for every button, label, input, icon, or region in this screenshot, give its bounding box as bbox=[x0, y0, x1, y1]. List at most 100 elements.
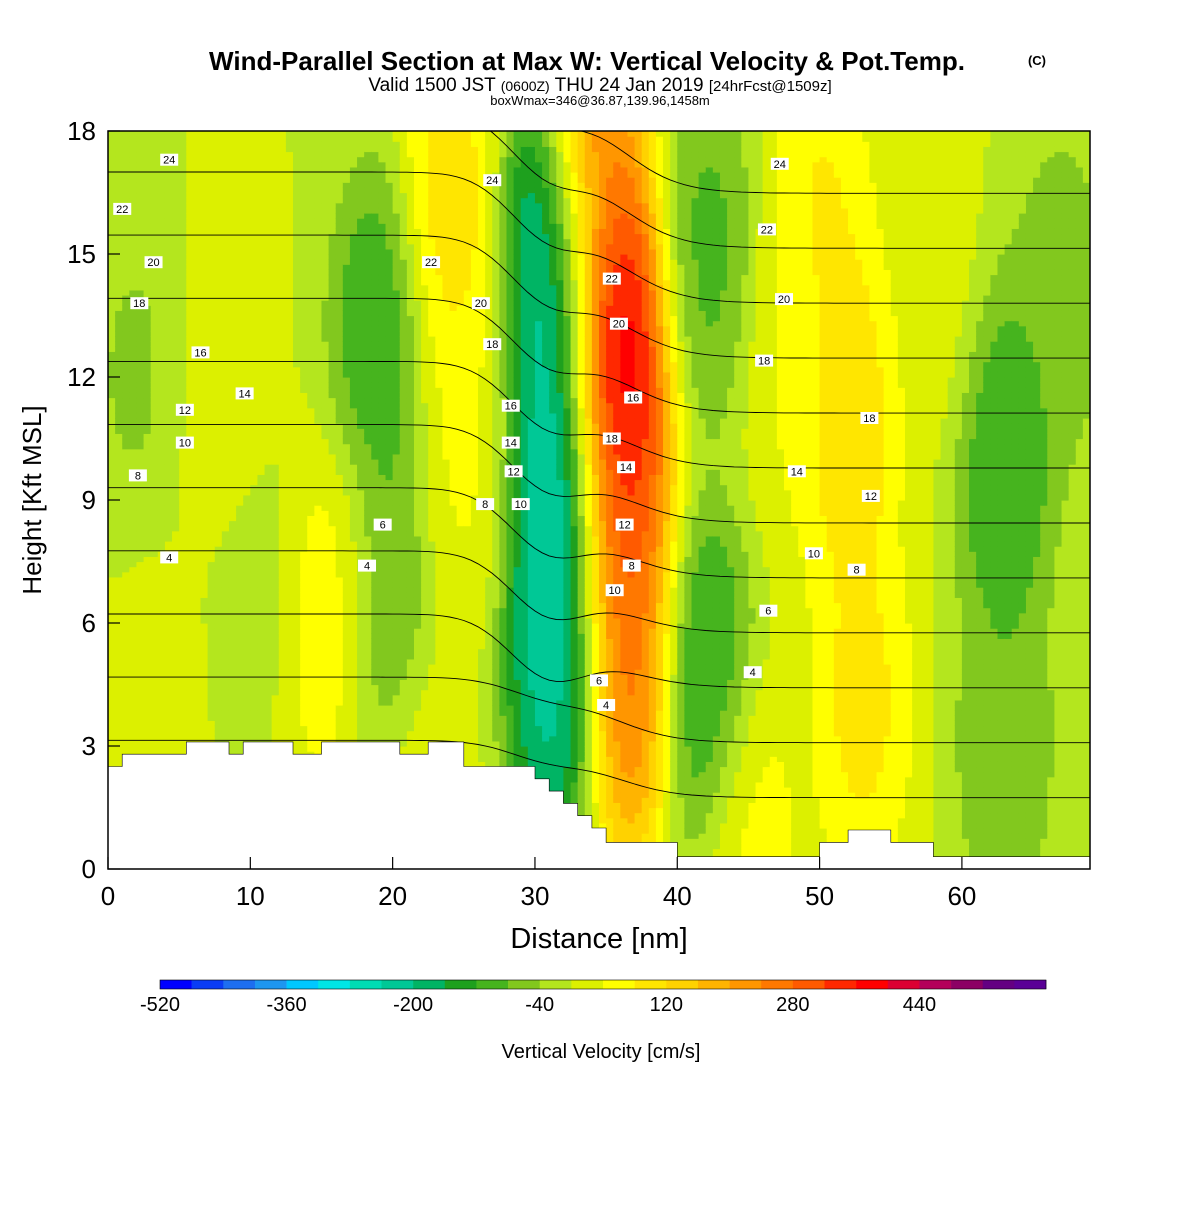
velocity-cell bbox=[208, 592, 216, 598]
velocity-cell bbox=[272, 679, 280, 685]
velocity-cell bbox=[122, 444, 130, 450]
velocity-cell bbox=[172, 316, 180, 322]
velocity-cell bbox=[215, 505, 223, 511]
velocity-cell bbox=[236, 444, 244, 450]
velocity-cell bbox=[193, 413, 201, 419]
velocity-cell bbox=[122, 587, 130, 593]
velocity-cell bbox=[243, 500, 251, 506]
velocity-cell bbox=[108, 346, 116, 352]
velocity-cell bbox=[193, 700, 201, 706]
velocity-cell bbox=[186, 633, 194, 639]
velocity-cell bbox=[144, 582, 152, 588]
velocity-cell bbox=[122, 659, 130, 665]
velocity-cell bbox=[129, 500, 137, 506]
velocity-cell bbox=[265, 213, 273, 219]
velocity-cell bbox=[265, 177, 273, 183]
velocity-cell bbox=[193, 638, 201, 644]
subtitle-forecast: [24hrFcst@1509z] bbox=[709, 78, 832, 95]
velocity-cell bbox=[193, 177, 201, 183]
velocity-cell bbox=[222, 510, 230, 516]
velocity-cell bbox=[122, 326, 130, 332]
velocity-cell bbox=[243, 720, 251, 726]
velocity-cell bbox=[179, 305, 187, 311]
velocity-cell bbox=[122, 346, 130, 352]
velocity-cell bbox=[222, 454, 230, 460]
velocity-cell bbox=[257, 720, 265, 726]
velocity-cell bbox=[208, 198, 216, 204]
velocity-cell bbox=[158, 654, 166, 660]
velocity-cell bbox=[229, 490, 237, 496]
velocity-cell bbox=[265, 382, 273, 388]
velocity-cell bbox=[172, 377, 180, 383]
velocity-cell bbox=[129, 679, 137, 685]
velocity-cell bbox=[179, 285, 187, 291]
velocity-cell bbox=[115, 428, 123, 434]
velocity-cell bbox=[108, 351, 116, 357]
velocity-cell bbox=[186, 521, 194, 527]
velocity-cell bbox=[144, 439, 152, 445]
velocity-cell bbox=[208, 685, 216, 691]
velocity-cell bbox=[108, 526, 116, 532]
velocity-cell bbox=[186, 428, 194, 434]
velocity-cell bbox=[136, 628, 144, 634]
velocity-cell bbox=[201, 695, 209, 701]
velocity-cell bbox=[208, 218, 216, 224]
velocity-cell bbox=[222, 408, 230, 414]
velocity-cell bbox=[151, 592, 159, 598]
velocity-cell bbox=[229, 193, 237, 199]
velocity-cell bbox=[286, 531, 294, 537]
subtitle-zulu: (0600Z) bbox=[501, 78, 550, 94]
velocity-cell bbox=[236, 146, 244, 152]
velocity-cell bbox=[272, 608, 280, 614]
velocity-cell bbox=[158, 331, 166, 337]
velocity-cell bbox=[201, 316, 209, 322]
velocity-cell bbox=[158, 136, 166, 142]
velocity-cell bbox=[293, 536, 301, 542]
velocity-cell bbox=[229, 654, 237, 660]
velocity-cell bbox=[136, 500, 144, 506]
velocity-cell bbox=[129, 367, 137, 373]
velocity-cell bbox=[229, 367, 237, 373]
velocity-cell bbox=[172, 572, 180, 578]
velocity-cell bbox=[115, 187, 123, 193]
velocity-cell bbox=[193, 726, 201, 732]
velocity-cell bbox=[243, 495, 251, 501]
velocity-cell bbox=[115, 726, 123, 732]
velocity-cell bbox=[172, 510, 180, 516]
velocity-cell bbox=[293, 567, 301, 573]
velocity-cell bbox=[279, 362, 287, 368]
velocity-cell bbox=[201, 551, 209, 557]
velocity-cell bbox=[136, 131, 144, 137]
velocity-cell bbox=[257, 131, 265, 137]
velocity-cell bbox=[250, 515, 258, 521]
velocity-cell bbox=[250, 556, 258, 562]
velocity-cell bbox=[186, 418, 194, 424]
velocity-cell bbox=[243, 228, 251, 234]
velocity-cell bbox=[129, 428, 137, 434]
velocity-cell bbox=[257, 136, 265, 142]
velocity-cell bbox=[201, 146, 209, 152]
velocity-cell bbox=[229, 300, 237, 306]
velocity-cell bbox=[201, 628, 209, 634]
velocity-cell bbox=[243, 177, 251, 183]
velocity-cell bbox=[108, 254, 116, 260]
velocity-cell bbox=[215, 464, 223, 470]
velocity-cell bbox=[122, 428, 130, 434]
velocity-cell bbox=[115, 664, 123, 670]
velocity-cell bbox=[201, 213, 209, 219]
velocity-cell bbox=[108, 182, 116, 188]
velocity-cell bbox=[286, 731, 294, 737]
velocity-cell bbox=[215, 234, 223, 240]
velocity-cell bbox=[208, 367, 216, 373]
velocity-cell bbox=[151, 244, 159, 250]
velocity-cell bbox=[229, 638, 237, 644]
velocity-cell bbox=[165, 628, 173, 634]
velocity-cell bbox=[201, 439, 209, 445]
velocity-cell bbox=[136, 495, 144, 501]
velocity-cell bbox=[286, 326, 294, 332]
velocity-cell bbox=[250, 710, 258, 716]
velocity-cell bbox=[272, 551, 280, 557]
velocity-cell bbox=[136, 551, 144, 557]
velocity-cell bbox=[186, 608, 194, 614]
velocity-cell bbox=[215, 418, 223, 424]
